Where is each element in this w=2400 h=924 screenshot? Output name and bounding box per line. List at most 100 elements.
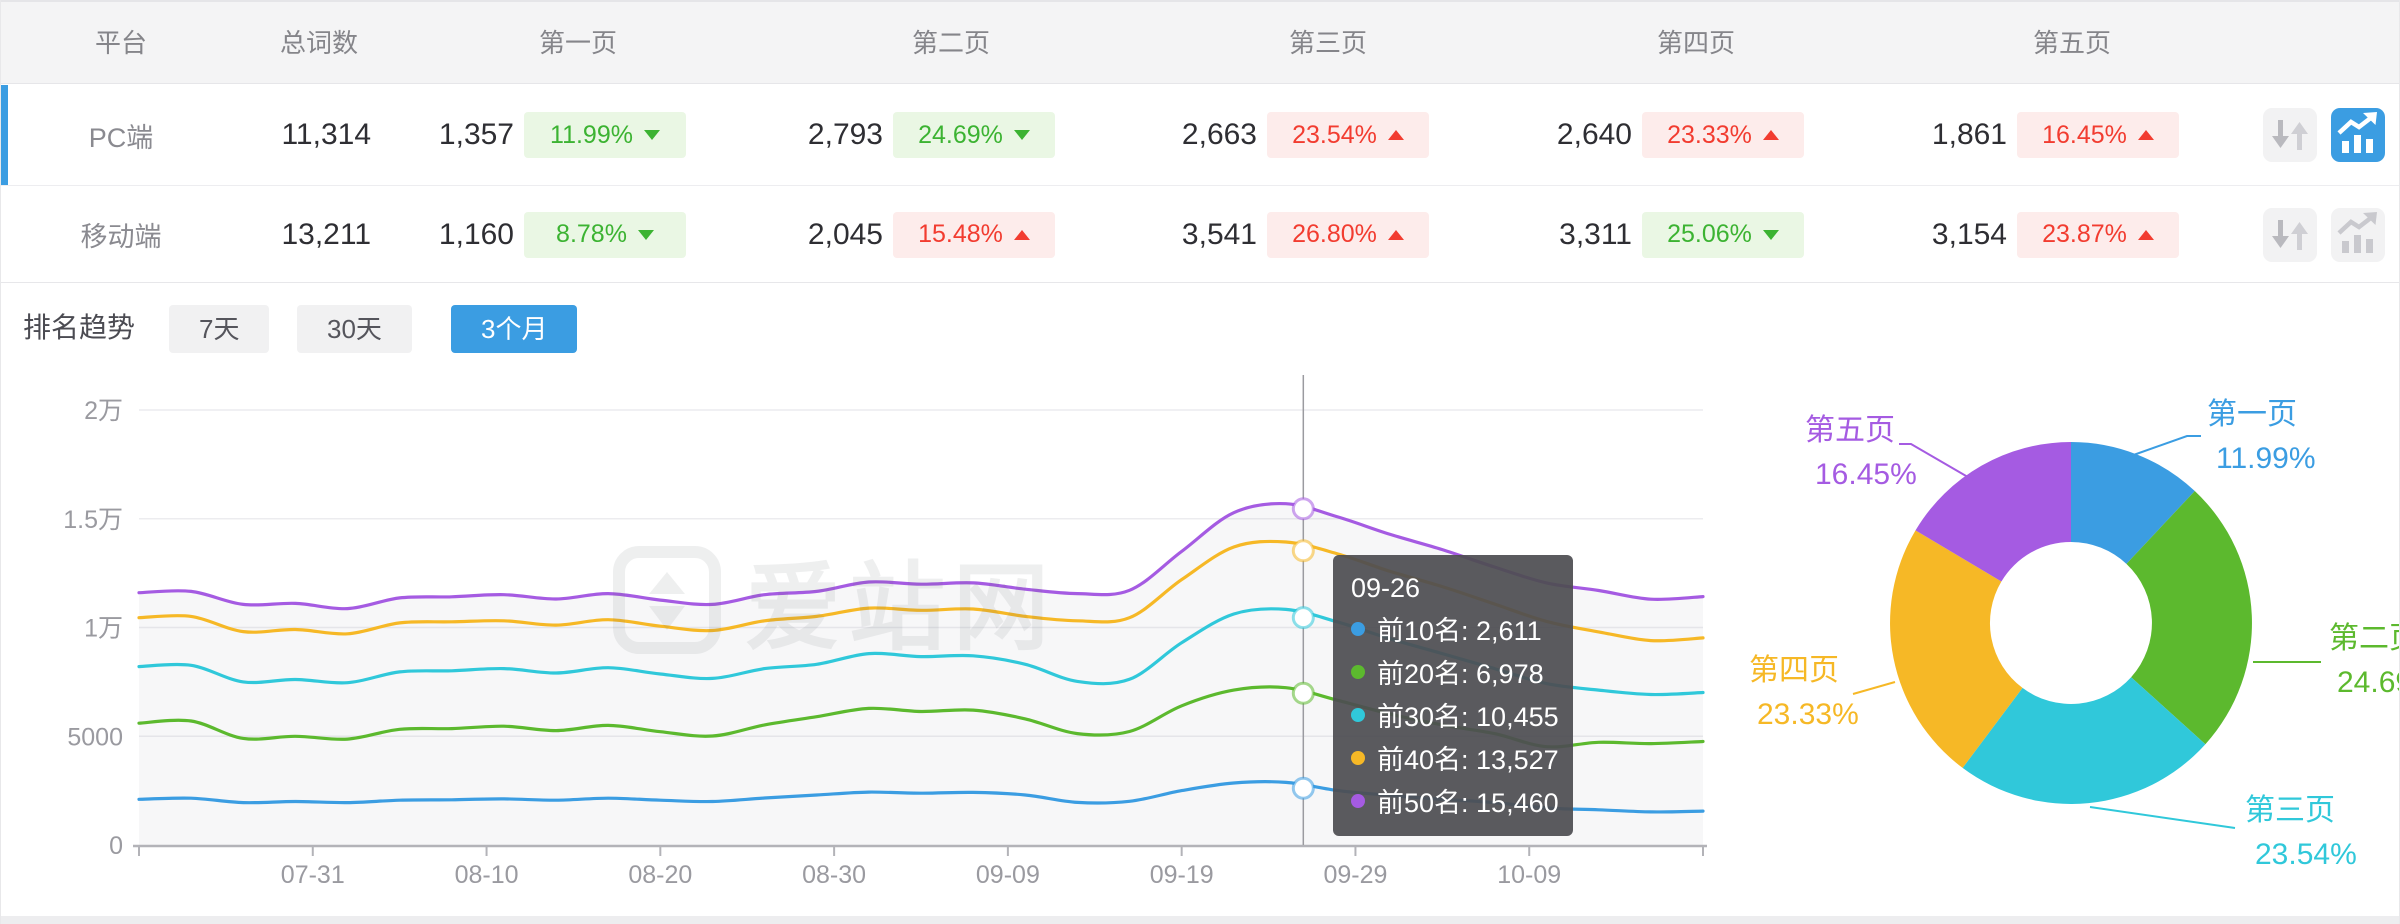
svg-text:10-09: 10-09 — [1497, 861, 1561, 889]
page3-count: 2,663 — [1181, 118, 1257, 151]
page4-change-badge: 23.33% — [1642, 112, 1804, 158]
page5-change-badge: 16.45% — [2017, 112, 2179, 158]
tooltip-items: 前10名: 2,611 前20名: 6,978 前30名: 10,455 前40… — [1351, 607, 1559, 822]
tooltip-item-text: 前20名: 6,978 — [1377, 659, 1544, 689]
change-percent: 23.54% — [1292, 120, 1377, 149]
svg-text:07-31: 07-31 — [281, 861, 345, 889]
rank-trend-chart[interactable]: 爱站网 0 5000 1万 1.5万 2万 07-31 08-10 08-20 08-30 09-… — [1, 370, 1761, 910]
triangle-up-icon — [1013, 229, 1030, 240]
triangle-up-icon — [1387, 229, 1404, 240]
page2-count: 2,793 — [807, 118, 883, 151]
tooltip-item: 前10名: 2,611 — [1351, 607, 1555, 650]
triangle-up-icon — [1387, 130, 1404, 140]
svg-text:08-30: 08-30 — [802, 861, 866, 889]
line-bar-chart-icon — [2337, 211, 2377, 253]
donut-slice[interactable] — [1915, 442, 2072, 582]
total-words-value: 13,211 — [281, 217, 371, 251]
table-row[interactable]: PC端 11,314 1,357 11.99% 2,793 24.69% 2,663 23… — [1, 85, 2399, 186]
page4-count: 3,311 — [1559, 217, 1632, 251]
crosshair-marker — [1291, 539, 1315, 563]
page-distribution-donut: 第一页 11.99% 第二页 24.69% 第三页 23.54% 第四页 23.33% 第五页 1… — [1721, 380, 2400, 900]
trend-range-tab-7天[interactable]: 7天 — [169, 305, 270, 353]
svg-text:08-20: 08-20 — [628, 861, 692, 889]
tooltip-item: 前50名: 15,460 — [1351, 779, 1559, 822]
active-row-accent — [1, 85, 8, 185]
trend-chart-icon[interactable] — [2331, 108, 2385, 162]
svg-text:08-10: 08-10 — [455, 861, 519, 889]
donut-label: 第一页 — [2207, 398, 2297, 431]
crosshair-marker — [1291, 606, 1315, 630]
page5-count: 1,861 — [1931, 118, 2007, 151]
line-bar-chart-icon — [2337, 112, 2377, 153]
tooltip-item-text: 前50名: 15,460 — [1377, 788, 1559, 818]
donut-percent: 16.45% — [1815, 458, 1917, 491]
svg-text:09-29: 09-29 — [1323, 861, 1387, 889]
donut-slice[interactable] — [2126, 491, 2252, 745]
donut-slice[interactable] — [1890, 530, 2023, 768]
change-percent: 15.48% — [918, 220, 1003, 248]
col-header-page2: 第二页 — [911, 28, 990, 58]
triangle-down-icon — [643, 130, 660, 140]
table-row[interactable]: 移动端 13,211 1,160 8.78% 2,045 15.48% 3,541 26.… — [1, 187, 2399, 283]
tooltip-item-text: 前30名: 10,455 — [1377, 702, 1559, 732]
tooltip-item: 前40名: 13,527 — [1351, 736, 1559, 779]
donut-percent: 24.69% — [2337, 666, 2400, 699]
crosshair-marker — [1291, 497, 1315, 521]
page2-change-badge: 24.69% — [893, 112, 1055, 158]
change-percent: 16.45% — [2042, 120, 2127, 149]
series-dot-icon — [1351, 707, 1365, 722]
trend-range-tab-3个月[interactable]: 3个月 — [451, 305, 578, 353]
chart-tooltip: 09-26 前10名: 2,611 前20名: 6,978 前30名: 10,4… — [1333, 555, 1573, 836]
col-header-page5: 第五页 — [2032, 28, 2111, 58]
col-header-page3: 第三页 — [1288, 28, 1367, 58]
tooltip-item-text: 前40名: 13,527 — [1377, 745, 1559, 775]
change-percent: 26.80% — [1292, 220, 1377, 248]
page1-count: 1,160 — [438, 217, 514, 251]
svg-text:5000: 5000 — [67, 723, 123, 751]
change-percent: 23.87% — [2042, 220, 2127, 248]
page1-change-badge: 8.78% — [524, 211, 686, 258]
page2-count: 2,045 — [807, 217, 883, 251]
page2-change-badge: 15.48% — [893, 211, 1055, 258]
tooltip-item-text: 前10名: 2,611 — [1377, 616, 1542, 646]
donut-plot[interactable]: 第一页 11.99% 第二页 24.69% 第三页 23.54% 第四页 23.33% 第五页 1… — [1721, 380, 2400, 900]
donut-label: 第二页 — [2329, 622, 2400, 655]
watermark: 爱站网 — [611, 530, 1057, 669]
tooltip-date: 09-26 — [1351, 573, 1421, 603]
page4-change-badge: 25.06% — [1642, 211, 1804, 258]
donut-label: 第四页 — [1749, 654, 1839, 687]
leader-line — [1852, 681, 1896, 695]
leader-line — [2124, 435, 2201, 459]
trend-range-tab-30天[interactable]: 30天 — [297, 305, 412, 353]
svg-text:1万: 1万 — [84, 615, 123, 643]
series-dot-icon — [1351, 664, 1365, 679]
col-header-page4: 第四页 — [1656, 28, 1735, 58]
tooltip-item: 前30名: 10,455 — [1351, 693, 1559, 736]
page3-change-badge: 23.54% — [1267, 112, 1429, 158]
triangle-down-icon — [637, 229, 654, 240]
donut-label: 第三页 — [2245, 794, 2335, 827]
platform-label: PC端 — [88, 122, 154, 153]
donut-label: 第五页 — [1805, 414, 1895, 447]
page3-change-badge: 26.80% — [1267, 211, 1429, 258]
sort-icon[interactable] — [2263, 207, 2317, 262]
col-header-page1: 第一页 — [538, 28, 617, 58]
donut-slice[interactable] — [1962, 677, 2206, 804]
change-percent: 8.78% — [556, 220, 627, 248]
page1-count: 1,357 — [438, 118, 514, 151]
trend-section-title: 排名趋势 — [23, 312, 136, 343]
platform-label: 移动端 — [80, 222, 162, 252]
series-dot-icon — [1351, 621, 1365, 636]
donut-percent: 23.54% — [2255, 838, 2357, 871]
change-percent: 25.06% — [1667, 220, 1752, 248]
trend-chart-icon[interactable] — [2331, 207, 2385, 262]
svg-text:1.5万: 1.5万 — [63, 506, 123, 534]
page5-change-badge: 23.87% — [2017, 211, 2179, 258]
donut-slice[interactable] — [2071, 442, 2195, 564]
sort-icon[interactable] — [2263, 108, 2317, 162]
watermark-logo-icon — [613, 545, 721, 654]
change-percent: 23.33% — [1667, 120, 1752, 149]
page5-count: 3,154 — [1931, 217, 2007, 251]
svg-text:0: 0 — [109, 832, 123, 860]
